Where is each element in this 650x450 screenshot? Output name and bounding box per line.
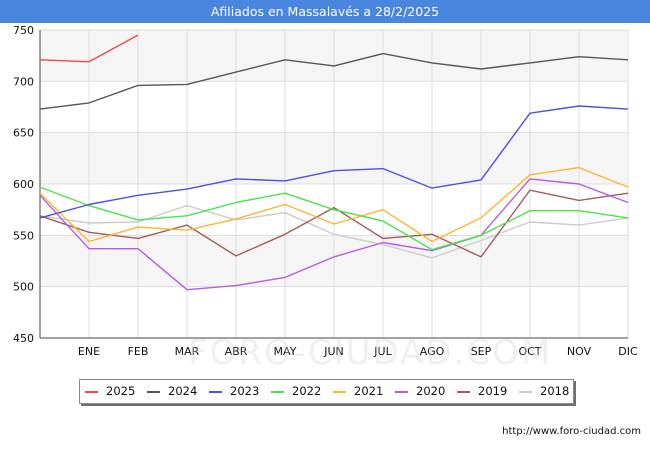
legend-swatch xyxy=(519,390,532,393)
x-tick-label: MAR xyxy=(175,345,200,358)
x-tick-label: ABR xyxy=(225,345,248,358)
series-line-2018 xyxy=(39,204,629,259)
legend-label: 2022 xyxy=(292,384,322,398)
x-tick-label: FEB xyxy=(128,345,149,358)
series-line-2023 xyxy=(39,105,629,219)
legend-item-2024: 2024 xyxy=(147,380,197,403)
legend-label: 2021 xyxy=(354,384,384,398)
legend-label: 2020 xyxy=(416,384,446,398)
y-tick-label: 500 xyxy=(13,281,34,294)
source-link[interactable]: http://www.foro-ciudad.com xyxy=(502,426,641,437)
legend-label: 2025 xyxy=(106,384,136,398)
series-line-2024 xyxy=(39,52,629,110)
series-line-2020 xyxy=(39,178,629,291)
y-tick-label: 750 xyxy=(13,24,34,37)
legend-swatch xyxy=(209,390,222,393)
legend-label: 2018 xyxy=(540,384,570,398)
y-tick-label: 650 xyxy=(13,127,34,140)
y-tick-label: 450 xyxy=(13,332,34,345)
legend-label: 2024 xyxy=(168,384,198,398)
legend-label: 2019 xyxy=(478,384,508,398)
legend-swatch xyxy=(395,390,408,393)
x-tick-label: NOV xyxy=(567,345,592,358)
legend-item-2019: 2019 xyxy=(457,380,507,403)
x-tick-label: SEP xyxy=(471,345,492,358)
legend-item-2021: 2021 xyxy=(333,380,383,403)
y-tick-label: 600 xyxy=(13,178,34,191)
legend-swatch xyxy=(271,390,284,393)
legend-label: 2023 xyxy=(230,384,260,398)
legend-swatch xyxy=(147,390,160,393)
chart-title: Afiliados en Massalavés a 28/2/2025 xyxy=(0,0,650,23)
legend-swatch xyxy=(333,390,346,393)
legend-item-2018: 2018 xyxy=(519,380,569,403)
series-line-2019 xyxy=(39,189,629,258)
series-line-2025 xyxy=(39,34,139,63)
x-tick-label: ENE xyxy=(78,345,100,358)
series-line-2021 xyxy=(39,166,629,243)
legend-item-2023: 2023 xyxy=(209,380,259,403)
legend-item-2020: 2020 xyxy=(395,380,445,403)
y-tick-label: 700 xyxy=(13,75,34,88)
x-tick-label: JUN xyxy=(323,345,344,358)
legend-swatch xyxy=(457,390,470,393)
watermark: FORO-CIUDAD.COM xyxy=(188,333,553,373)
y-tick-label: 550 xyxy=(13,229,34,242)
x-tick-label: AGO xyxy=(420,345,445,358)
legend-item-2025: 2025 xyxy=(85,380,135,403)
legend-swatch xyxy=(85,390,98,393)
x-tick-label: DIC xyxy=(618,345,638,358)
x-tick-label: MAY xyxy=(274,345,297,358)
legend-item-2022: 2022 xyxy=(271,380,321,403)
x-tick-label: JUL xyxy=(373,345,392,358)
x-tick-label: OCT xyxy=(518,345,541,358)
series-line-2022 xyxy=(39,186,629,251)
legend: 2025 2024 2023 2022 2021 2020 2019 2018 xyxy=(79,379,574,404)
